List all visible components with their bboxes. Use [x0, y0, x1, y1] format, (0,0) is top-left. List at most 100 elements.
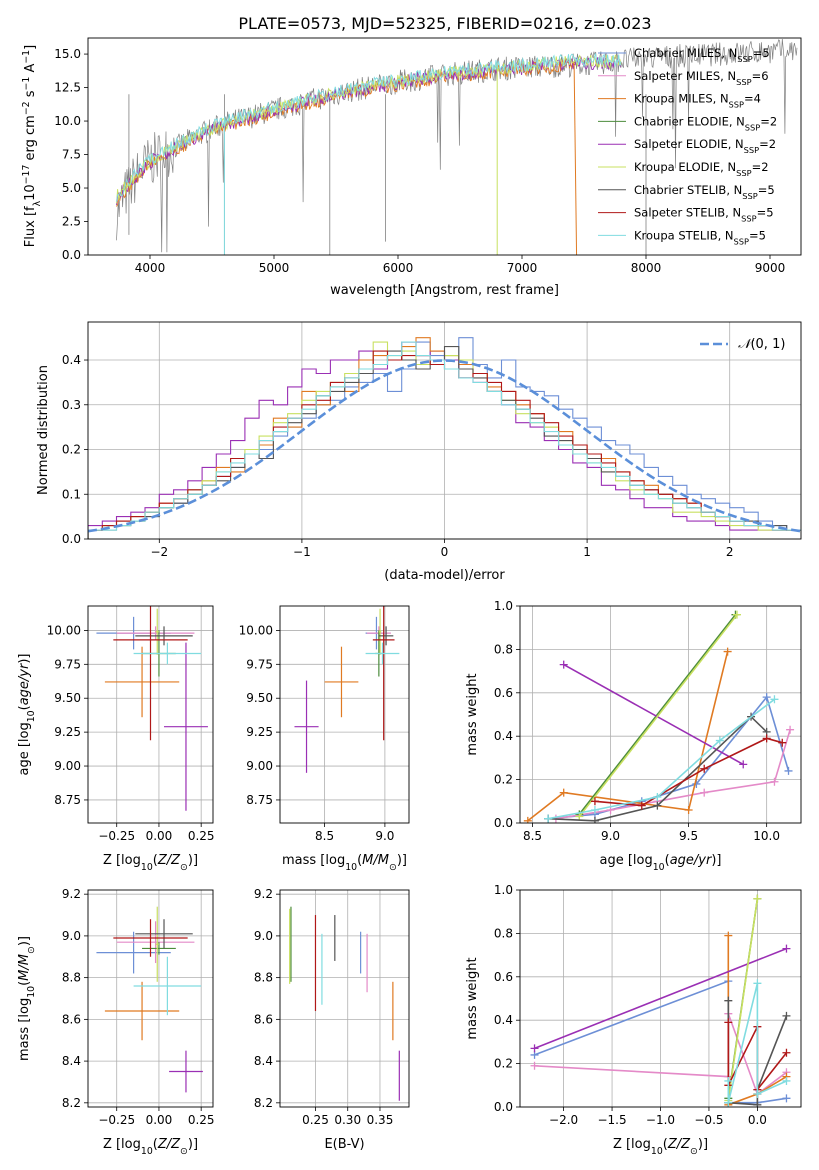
label-part: 10: [651, 1146, 663, 1157]
panel-massweight_vs_age: 8.5 9.0 9.5 10.0 0.0 0.2 0.4 0.6 0.8 1.0 age [log1…: [465, 599, 802, 873]
plus-marker: [770, 695, 779, 704]
label-part: A: [23, 64, 38, 77]
x-tick-label: 0.0: [748, 1113, 767, 1127]
y-tick-label: 8.4: [62, 1054, 81, 1068]
model-spectrum-line: [116, 54, 622, 204]
x-axis-label: wavelength [Angstrom, rest frame]: [330, 283, 559, 298]
plot-area: [116, 38, 798, 255]
plus-marker: [739, 760, 748, 769]
plus-marker: [724, 996, 733, 1005]
label-part: SSP: [736, 168, 751, 178]
y-tick-label: 7.5: [62, 148, 81, 162]
x-tick-label: −0.5: [694, 1113, 723, 1127]
series-line: [555, 729, 791, 820]
label-part: Flux [f: [23, 206, 38, 247]
y-tick-label: 9.2: [62, 887, 81, 901]
label-part: =2: [752, 160, 769, 174]
label-part: =5: [757, 206, 774, 220]
plus-marker: [723, 647, 732, 656]
label-part: age/yr: [17, 662, 32, 705]
series-line: [534, 947, 787, 1050]
plus-marker: [784, 766, 793, 775]
y-tick-label: 9.25: [246, 725, 273, 739]
label-part: )]: [711, 853, 721, 868]
legend-label: Salpeter MILES, NSSP=6: [634, 69, 769, 87]
panel-residual_hist: −2 −1 0 1 2 0.0 0.1 0.2 0.3 0.4 𝒩(0, 1) (data-model…: [36, 321, 802, 583]
plus-marker: [753, 894, 762, 903]
label-part: =2: [760, 114, 777, 128]
label-part: =5: [753, 46, 770, 60]
y-tick-label: 2.5: [62, 215, 81, 229]
grid-lines: [280, 890, 409, 1107]
legend-label: Salpeter STELIB, NSSP=5: [634, 206, 774, 224]
label-part: =6: [752, 69, 769, 83]
plus-marker: [700, 764, 709, 773]
y-tick-label: 9.00: [246, 759, 273, 773]
plus-marker: [786, 725, 795, 734]
x-tick-label: 9.5: [679, 829, 698, 843]
panel-mass_vs_Z: −0.25 0.00 0.258.28.48.68.89.09.2Z [log10(…: [17, 887, 215, 1156]
axes-frame: [87, 37, 802, 256]
label-part: mass [log: [17, 998, 32, 1061]
plus-marker: [762, 693, 771, 702]
label-part: ⊙: [690, 1146, 698, 1157]
y-tick-label: 0.4: [494, 1013, 513, 1027]
plus-marker: [782, 1011, 791, 1020]
label-part: Chabrier MILES, N: [634, 46, 737, 60]
series-line: [548, 695, 790, 820]
label-part: Z [log: [613, 1137, 651, 1152]
y-tick-label: 15.0: [54, 47, 81, 61]
plus-marker: [724, 931, 733, 940]
plot-area: [289, 906, 400, 1101]
x-tick-label: −0.25: [98, 829, 135, 843]
x-tick-label: 2: [726, 545, 734, 559]
grid-lines: [280, 606, 409, 823]
label-part: 10: [23, 184, 38, 201]
panel-massweight_vs_Z: −2.0 −1.5 −1.0 −0.5 0.0 0.0 0.2 0.4 0.6 0.8 1.0 Z […: [465, 883, 802, 1157]
x-tick-label: 9.0: [375, 829, 394, 843]
label-part: (0, 1): [750, 337, 785, 352]
model-spectrum-line: [116, 53, 622, 202]
plus-marker: [653, 792, 662, 801]
y-tick-label: 0.0: [62, 532, 81, 546]
y-tick-label: 9.0: [254, 929, 273, 943]
y-tick-label: 9.25: [54, 725, 81, 739]
label-part: 10: [26, 986, 37, 998]
x-tick-label: 0: [441, 545, 449, 559]
axes-frame: [279, 605, 410, 824]
plus-marker: [590, 816, 599, 823]
x-tick-label: −1: [293, 545, 311, 559]
label-part: )]: [698, 1137, 708, 1152]
axes-frame: [279, 889, 410, 1108]
legend-label: Kroupa MILES, NSSP=4: [634, 92, 761, 110]
legend-label: Chabrier ELODIE, NSSP=2: [634, 114, 777, 132]
label-part: (: [153, 853, 158, 868]
label-part: −17: [21, 165, 32, 185]
y-tick-label: 9.00: [54, 759, 81, 773]
label-part: 10: [653, 862, 665, 873]
y-tick-label: 0.6: [494, 970, 513, 984]
y-tick-label: 0.8: [494, 642, 513, 656]
label-part: (: [357, 853, 362, 868]
axes-frame: [87, 889, 214, 1108]
plus-marker: [544, 814, 553, 823]
label-part: =2: [759, 137, 776, 151]
panel-mass_vs_EBV: 0.25 0.30 0.35 8.2 8.4 8.6 8.8 9.0 9.2 E(B-V): [254, 887, 410, 1152]
x-tick-label: 0.00: [146, 829, 173, 843]
plus-marker: [778, 738, 787, 747]
model-drop-line: [573, 62, 578, 255]
label-part: =5: [749, 228, 766, 242]
label-part: Salpeter MILES, N: [634, 69, 736, 83]
label-part: SSP: [745, 122, 760, 132]
x-axis-label: (data-model)/error: [384, 568, 505, 583]
y-tick-label: 8.6: [254, 1012, 273, 1026]
x-tick-label: 1: [583, 545, 591, 559]
y-tick-label: 8.4: [254, 1054, 273, 1068]
label-part: SSP: [736, 77, 751, 87]
label-part: )]: [17, 653, 32, 663]
legend-label: Salpeter ELODIE, NSSP=2: [634, 137, 776, 155]
x-tick-label: −1.0: [646, 1113, 675, 1127]
x-tick-label: 0.00: [146, 1113, 173, 1127]
